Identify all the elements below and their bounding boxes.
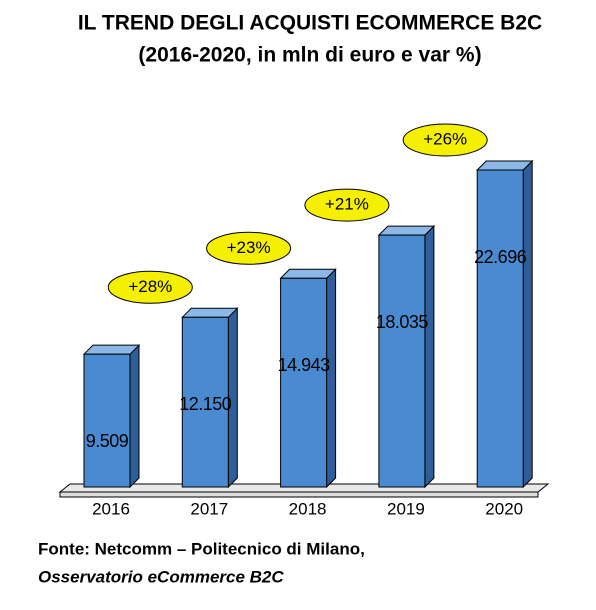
bar-side xyxy=(522,159,533,489)
source: Fonte: Netcomm – Politecnico di Milano, xyxy=(38,539,365,558)
bar-side xyxy=(424,224,435,489)
growth-label: +21% xyxy=(325,195,369,214)
x-tick-label: 2020 xyxy=(485,499,523,518)
bar xyxy=(280,277,328,488)
growth-badge xyxy=(107,270,193,304)
chart-title: IL TREND DEGLI ACQUISTI ECOMMERCE B2C xyxy=(78,12,542,35)
bar xyxy=(476,169,524,488)
source: Osservatorio eCommerce B2C xyxy=(38,567,284,586)
x-tick-label: 2018 xyxy=(289,499,327,518)
bar-top xyxy=(475,160,534,171)
growth-badge xyxy=(304,188,390,222)
growth-label: +23% xyxy=(227,238,271,257)
bar xyxy=(378,234,426,488)
bar xyxy=(83,353,131,488)
value-label: 18.035 xyxy=(376,312,429,332)
bar-top xyxy=(377,225,436,236)
chart-subtitle: (2016-2020, in mln di euro e var %) xyxy=(138,44,481,67)
growth-badge xyxy=(402,123,488,157)
value-label: 14.943 xyxy=(278,355,331,375)
bar-top xyxy=(181,307,239,318)
value-label: 12.150 xyxy=(179,394,232,414)
value-label: 9.509 xyxy=(86,431,129,451)
x-tick-label: 2016 xyxy=(92,499,130,518)
growth-label: +26% xyxy=(423,129,467,148)
growth-label: +28% xyxy=(128,277,172,296)
x-tick-label: 2019 xyxy=(387,499,425,518)
growth-badge xyxy=(206,231,292,265)
floor-edge xyxy=(59,491,539,498)
bar-side xyxy=(129,343,140,489)
bar-side xyxy=(326,268,337,489)
bar-top xyxy=(82,344,141,355)
bar xyxy=(181,316,229,488)
x-tick-label: 2017 xyxy=(190,499,228,518)
bar-top xyxy=(279,268,337,279)
value-label: 22.696 xyxy=(474,247,527,267)
